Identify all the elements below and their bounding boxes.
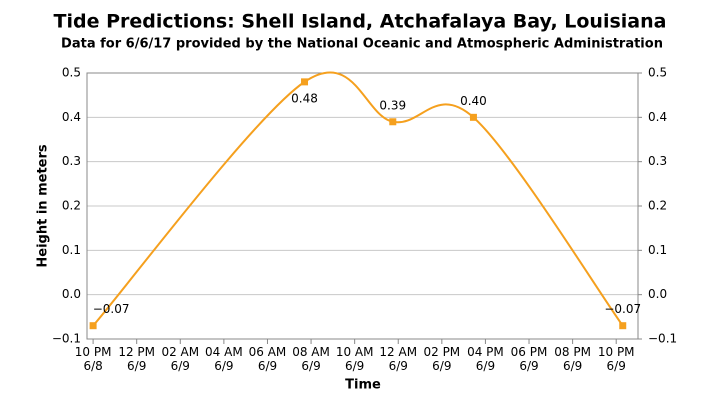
x-tick-label: 08 AM 6/9 (292, 345, 330, 373)
x-tick-label: 02 AM 6/9 (161, 345, 200, 373)
y2-tick-label: 0.0 (648, 287, 667, 301)
marker (389, 118, 397, 126)
y-tick-label: −0.1 (52, 332, 81, 346)
data-label: 0.39 (379, 98, 406, 112)
marker (469, 113, 477, 121)
y-tick-label: 0.5 (62, 66, 81, 80)
x-tick-label: 06 PM 6/9 (510, 345, 548, 373)
chart-title: Tide Predictions: Shell Island, Atchafal… (54, 11, 667, 33)
y2-tick-label: −0.1 (648, 332, 677, 346)
line (92, 71, 624, 327)
plot-border (86, 72, 639, 340)
y2-tick-label: 0.3 (648, 154, 667, 168)
y-tick-label: 0.1 (62, 243, 81, 257)
y-tick-label: 0.0 (62, 287, 81, 301)
x-tick-label: 04 AM 6/9 (205, 345, 243, 373)
x-tick-label: 10 PM 6/8 (74, 345, 112, 373)
y2-tick-label: 0.1 (648, 243, 667, 257)
x-tick-label: 04 PM 6/9 (467, 345, 504, 373)
marker (619, 322, 627, 330)
y-tick-label: 0.2 (62, 199, 81, 213)
y2-tick-label: 0.2 (648, 199, 667, 213)
data-label: −0.07 (604, 302, 641, 316)
chart-subtitle: Data for 6/6/17 provided by the National… (61, 37, 663, 52)
x-tick-label: 10 PM 6/9 (597, 345, 635, 373)
marker (301, 78, 309, 86)
y-axis-label: Height in meters (36, 144, 51, 267)
y-tick-label: 0.3 (62, 154, 81, 168)
data-label: 0.48 (291, 91, 318, 105)
data-label: −0.07 (93, 302, 130, 316)
x-tick-label: 10 AM 6/9 (335, 345, 374, 373)
x-tick-label: 08 PM 6/9 (554, 345, 591, 373)
y-tick-label: 0.4 (62, 110, 81, 124)
data-label: 0.40 (460, 94, 487, 108)
x-tick-label: 12 PM 6/9 (118, 345, 156, 373)
y2-tick-label: 0.4 (648, 110, 667, 124)
x-tick-label: 02 PM 6/9 (423, 345, 461, 373)
marker (89, 322, 97, 330)
x-tick-label: 06 AM 6/9 (248, 345, 287, 373)
x-axis-label: Time (345, 378, 381, 393)
x-tick-label: 12 AM 6/9 (379, 345, 418, 373)
y2-tick-label: 0.5 (648, 66, 667, 80)
